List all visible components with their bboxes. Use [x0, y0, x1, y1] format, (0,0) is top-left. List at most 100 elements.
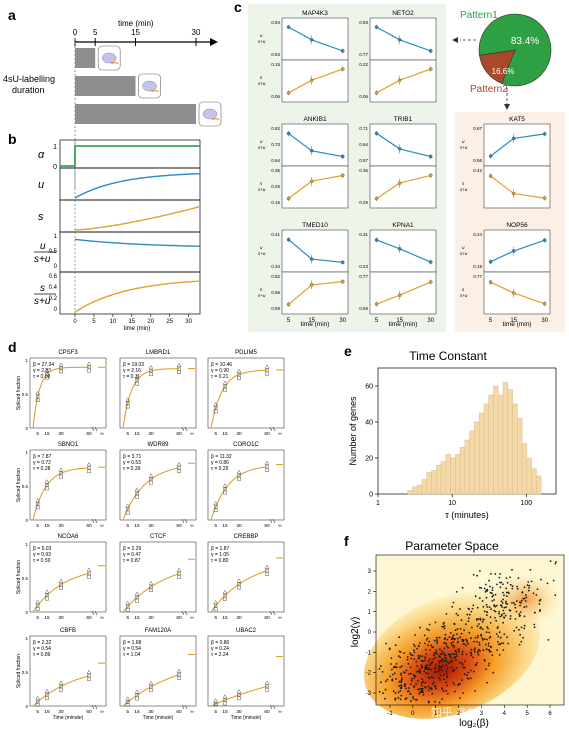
gene-u-point: [340, 154, 345, 159]
fit-beta: β = 1.87: [211, 546, 230, 552]
axis-break: [91, 610, 95, 616]
panel-letter-c: c: [234, 0, 242, 15]
scatter-point: [457, 648, 460, 651]
fit-title-NCOA6: NCOA6: [58, 534, 79, 540]
scatter-point: [428, 667, 431, 669]
scatter-point: [467, 620, 470, 622]
panel-f-density-core: [363, 591, 541, 719]
panel-letter-d: d: [8, 339, 17, 355]
scatter-point: [515, 626, 518, 629]
scatter-point: [489, 622, 492, 624]
axis-break: [269, 704, 273, 710]
scatter-point: [438, 666, 441, 668]
fit-xtick: ∞: [100, 524, 104, 529]
gene-s-ylabel-den: s+u: [258, 187, 266, 192]
histogram-bar: [416, 484, 423, 495]
gene-ytick: 0.15: [271, 62, 280, 67]
scatter-point: [499, 604, 502, 607]
scatter-point: [428, 629, 430, 632]
scatter-point: [476, 640, 478, 643]
scatter-point: [403, 671, 405, 673]
scatter-point: [397, 691, 400, 694]
scatter-point: [478, 586, 481, 589]
replicate-triangle: [264, 564, 270, 570]
scatter-point: [450, 642, 453, 644]
scatter-point: [425, 672, 427, 674]
gene-ytick: 0.84: [271, 52, 280, 57]
scatter-point: [521, 591, 524, 594]
scatter-point: [532, 592, 535, 595]
gene-u-point: [542, 238, 547, 242]
scatter-point: [472, 573, 475, 576]
scatter-point: [405, 687, 407, 690]
scatter-point: [501, 613, 503, 616]
gene-title-KAT5: KAT5: [509, 116, 525, 123]
scatter-point: [511, 587, 514, 590]
gene-subplot-frame: [281, 59, 349, 103]
scatter-point: [419, 626, 421, 629]
scatter-point: [503, 612, 505, 615]
scatter-point: [426, 664, 429, 666]
replicate-circle: [59, 684, 63, 689]
s-frac-tick: 0.4: [49, 285, 58, 291]
gene-ytick: 0.23: [359, 264, 368, 269]
scatter-point: [486, 681, 488, 684]
scatter-point: [476, 574, 478, 577]
scatter-point: [416, 680, 419, 682]
gene-s-point: [511, 191, 516, 196]
scatter-point: [416, 670, 418, 673]
scatter-ytick-label: 0: [368, 630, 372, 636]
fit-xtick: 60: [176, 615, 182, 621]
scatter-point: [476, 636, 479, 639]
scatter-point: [449, 632, 452, 634]
scatter-point: [436, 652, 438, 655]
scatter-point: [451, 645, 454, 647]
gene-subplot-frame: [281, 17, 349, 61]
u-curve: [74, 173, 200, 199]
replicate-triangle: [86, 361, 92, 366]
fit-beta: β = 1.68: [123, 640, 142, 646]
scatter-point: [527, 581, 530, 583]
fit-frame: [207, 635, 285, 707]
fit-beta: β = 2.32: [33, 640, 52, 646]
replicate-triangle: [213, 698, 219, 703]
replicate-triangle: [134, 374, 140, 379]
fit-curve: [210, 466, 268, 521]
scatter-point: [554, 594, 557, 597]
gene-s-point: [309, 179, 314, 183]
fit-gamma: γ = 0.86: [211, 460, 229, 466]
scatter-point: [462, 639, 464, 641]
scatter-point: [499, 573, 501, 575]
gene-u-point: [428, 260, 433, 264]
scatter-point: [434, 700, 436, 703]
replicate-circle: [87, 365, 91, 370]
fit-gamma: γ = 0.54: [33, 646, 51, 652]
scatter-point: [391, 678, 394, 681]
scatter-point: [461, 679, 463, 681]
scatter-point: [406, 656, 409, 658]
scatter-point: [435, 636, 438, 639]
panel-f-xlabel: log₂(β): [459, 718, 489, 729]
scatter-point: [474, 595, 477, 598]
replicate-circle: [135, 378, 139, 383]
gene-subplot-frame: [483, 271, 551, 315]
panel-b-row-frame: [59, 231, 201, 273]
scatter-xtick-label: 2: [457, 711, 461, 717]
scatter-point: [447, 646, 450, 649]
scatter-point: [454, 629, 457, 631]
fit-xtick: 5: [126, 615, 129, 621]
gene-u-ylabel-den: s+u: [460, 145, 468, 150]
scatter-point: [440, 659, 443, 661]
scatter-point: [460, 632, 463, 635]
fit-gamma: γ = 0.47: [123, 552, 141, 558]
fit-tau: τ = 0.89: [33, 652, 51, 658]
replicate-triangle: [35, 498, 41, 503]
gene-ytick: 0.35: [271, 168, 280, 173]
scatter-point: [505, 591, 508, 594]
gene-ytick: 0.42: [473, 168, 482, 173]
axis-break: [181, 704, 185, 710]
scatter-point: [518, 628, 520, 631]
nucleus-icon: [202, 108, 218, 120]
fit-xtick: 15: [44, 615, 50, 621]
replicate-triangle: [58, 362, 64, 367]
